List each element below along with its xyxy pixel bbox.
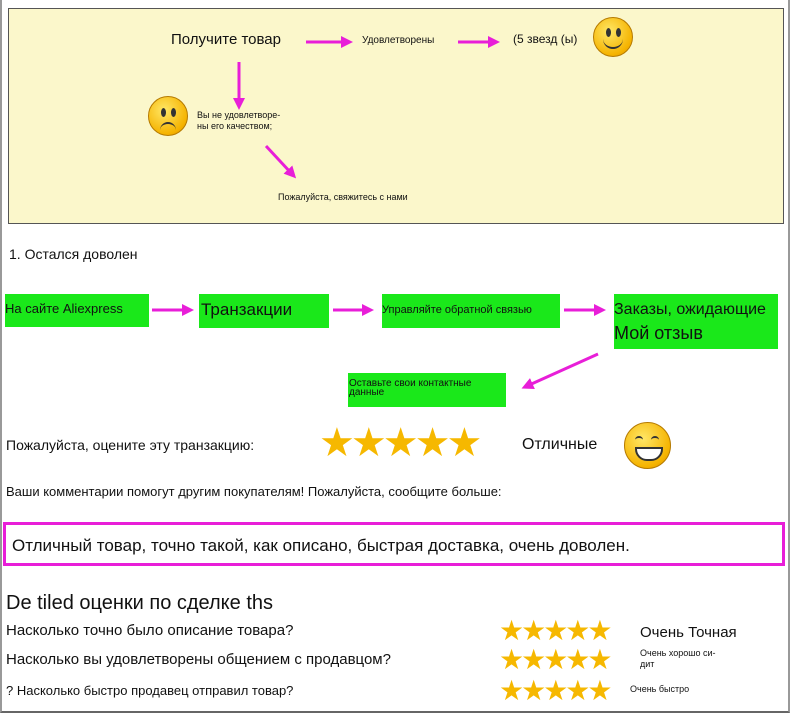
arrow [521,352,599,390]
flow-step-manage-feedback: Управляйте обратной связью [382,294,560,328]
flow-step-label: Заказы, ожидающие [614,301,766,318]
satisfied-label: Удовлетворены [362,35,435,46]
five-stars-label: (5 звезд (ы) [513,32,578,46]
grin-smiley-icon [624,422,671,469]
flow-step-label: Транзакции [201,300,293,319]
happy-smiley-icon [593,17,633,57]
flow-step-orders-awaiting: Заказы, ожидающие Мой отзыв [614,294,778,349]
detail-label: Очень Точная [640,624,737,641]
detail-question: Насколько вы удовлетворены общением с пр… [6,651,391,668]
get-item-label: Получите товар [171,31,281,48]
detail-stars[interactable]: ★★★★★ [499,615,613,646]
overall-rating-stars[interactable]: ★★★★★ [319,421,482,465]
sad-smiley-icon [148,96,188,136]
flow-step-leave-contact: Оставьте свои контактные данные [348,373,506,407]
step-title: 1. Остался доволен [9,246,138,262]
rating-label: Отличные [522,436,598,453]
comment-prompt: Ваши комментарии помогут другим покупате… [6,484,502,499]
detail-question: ? Насколько быстро продавец отправил тов… [6,683,294,698]
detail-label: Очень быстро [630,684,690,694]
detail-label: Очень хорошо си- дит [640,648,716,669]
rate-label: Пожалуйста, оцените эту транзакцию: [6,437,255,453]
contact-us-label: Пожалуйста, свяжитесь с нами [278,192,408,202]
flow-step-transactions: Транзакции [199,294,329,328]
flow-step-label: На сайте Aliexpress [5,301,123,316]
detail-stars[interactable]: ★★★★★ [499,675,613,706]
detail-question: Насколько точно было описание товара? [6,622,294,639]
not-satisfied-label: Вы не удовлетворе- ны его качеством; [197,110,281,131]
flow-step-label: Управляйте обратной связью [382,304,532,316]
flow-step-label: Мой отзыв [614,323,703,343]
detail-stars[interactable]: ★★★★★ [499,644,613,675]
flow-step-aliexpress: На сайте Aliexpress [5,294,149,327]
comment-text: Отличный товар, точно такой, как описано… [12,536,630,555]
detailed-title: De tiled оценки по сделке ths [6,592,274,614]
flow-step-label: Оставьте свои контактные данные [349,378,472,398]
feedback-guide-panel [8,8,784,224]
comment-textarea[interactable]: Отличный товар, точно такой, как описано… [3,522,785,566]
